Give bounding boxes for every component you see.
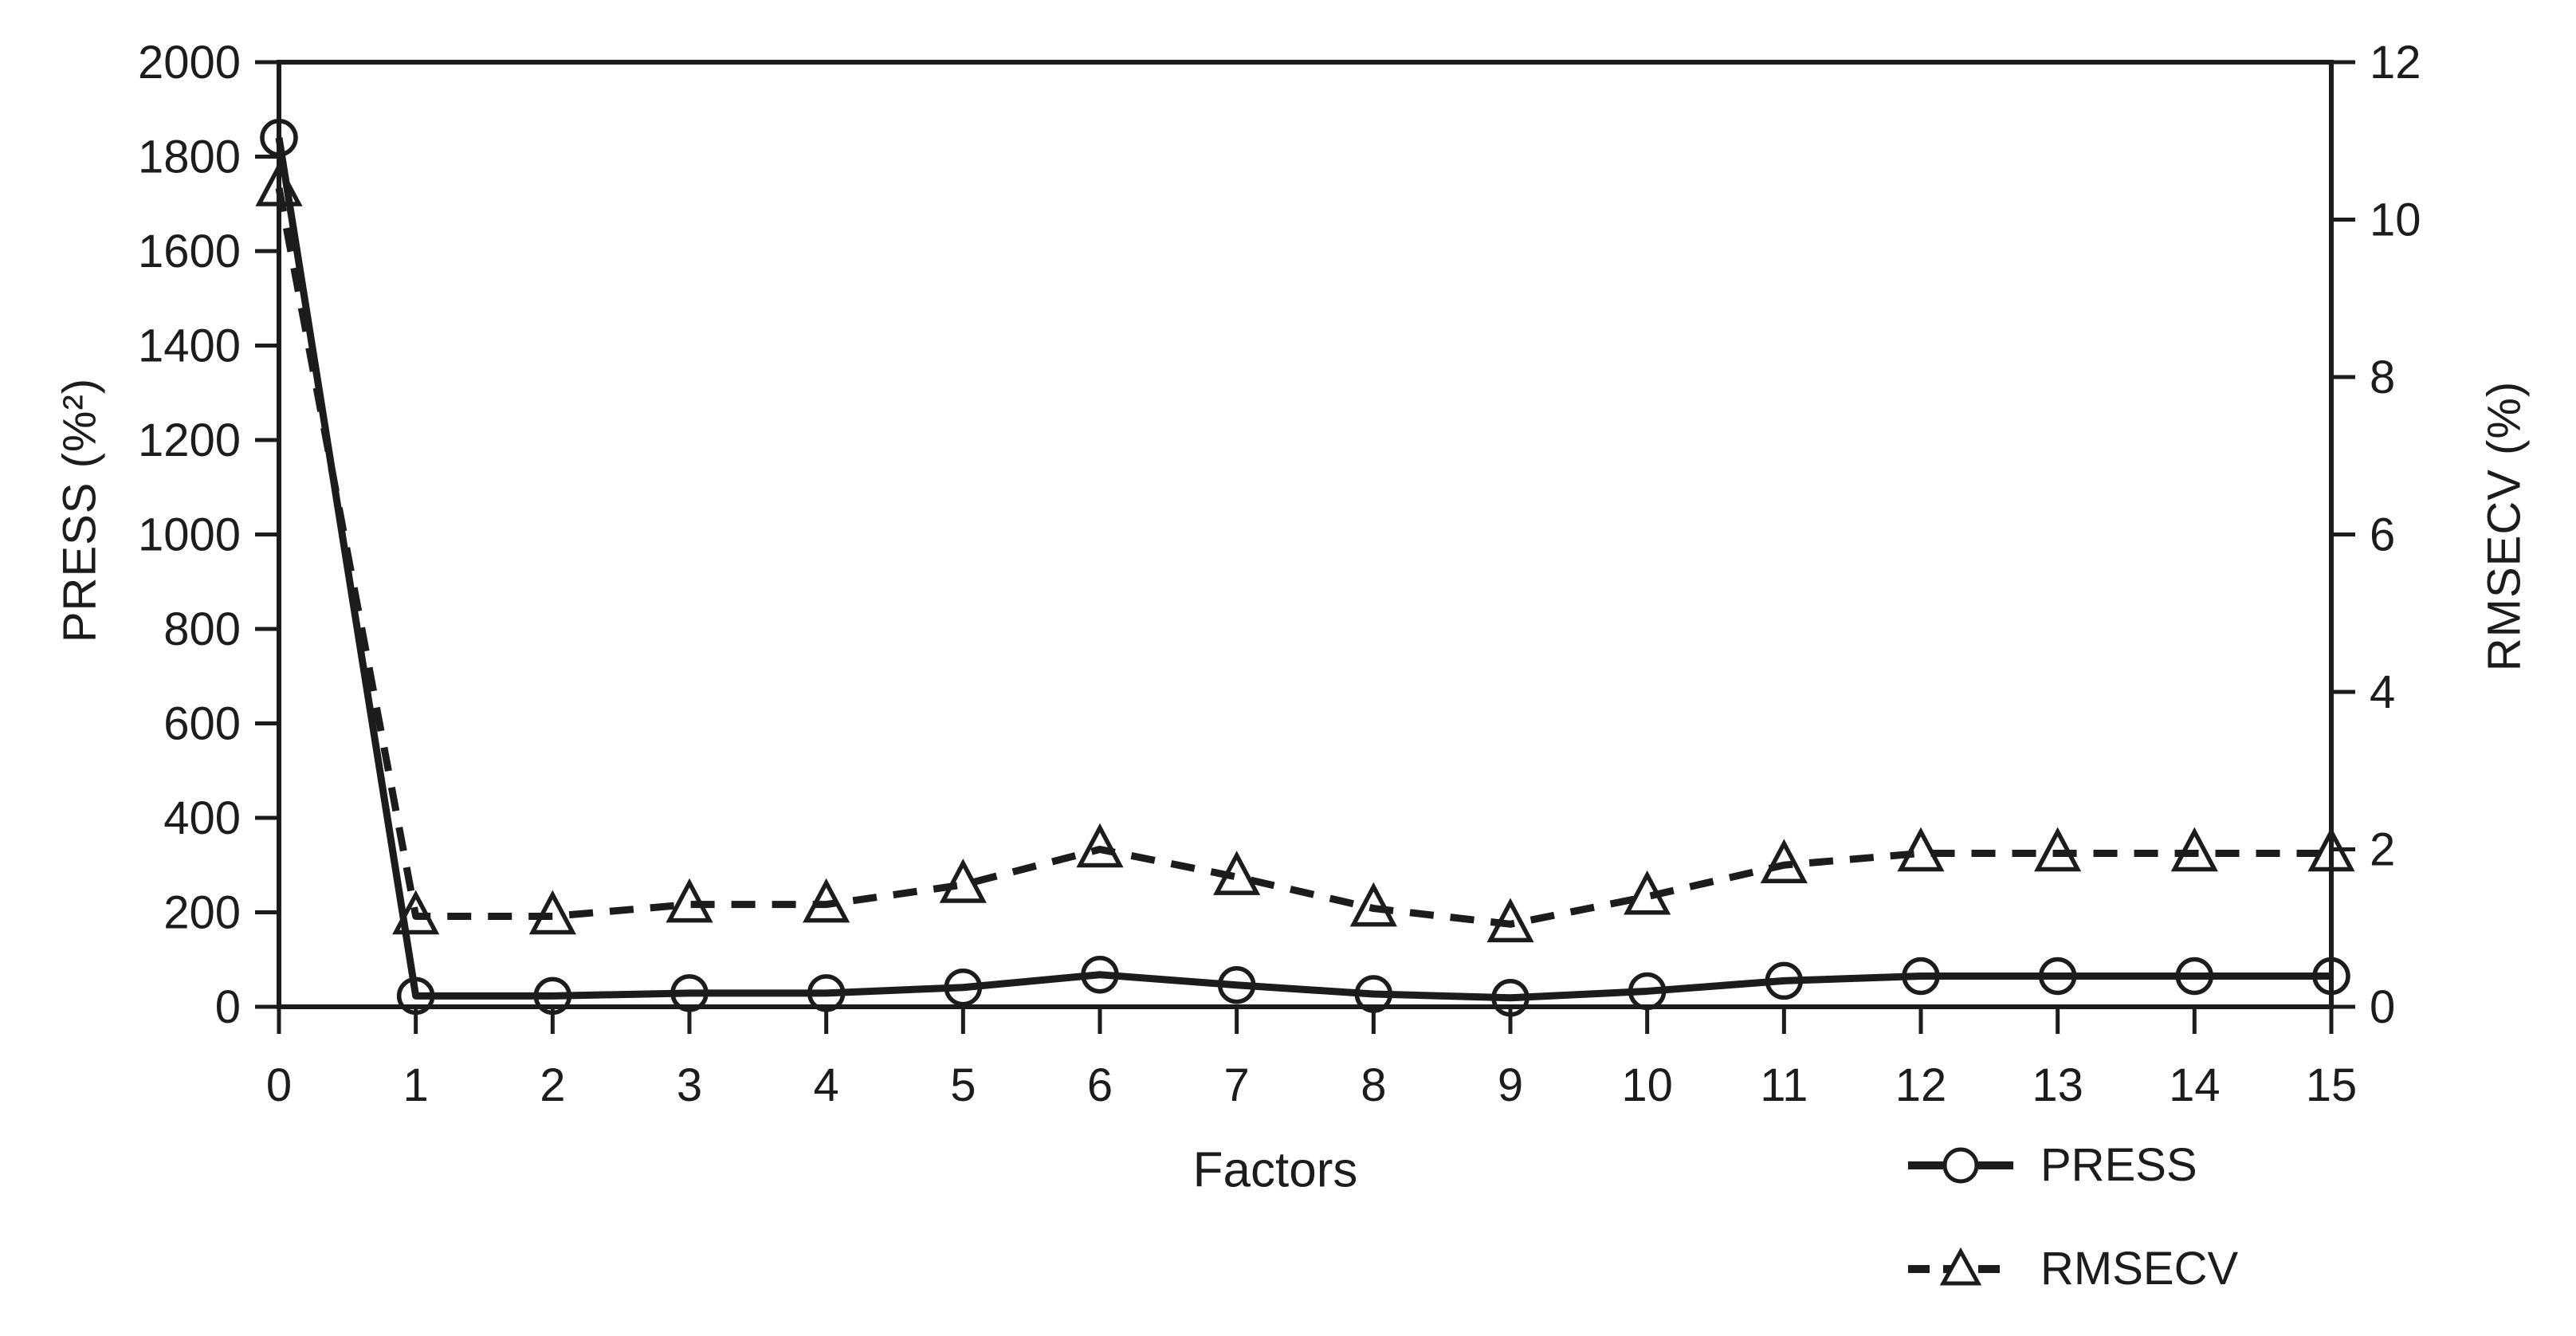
dashed-line-triangle-marker-icon	[1908, 1247, 2013, 1286]
legend-label-press: PRESS	[2040, 1139, 2197, 1191]
y-left-tick-label: 400	[163, 792, 241, 844]
x-tick-label: 11	[1760, 1059, 1808, 1111]
marker-triangle-rmsecv	[1213, 851, 1261, 895]
x-tick-label: 5	[950, 1059, 976, 1111]
x-tick-label: 15	[2306, 1059, 2358, 1111]
marker-circle-press	[396, 976, 435, 1016]
y-left-tick-label: 1400	[138, 320, 241, 372]
x-tick-label: 14	[2169, 1059, 2221, 1111]
legend: PRESS RMSECV	[1905, 1141, 2238, 1293]
y-right-tick-label: 2	[2370, 824, 2395, 876]
marker-triangle-rmsecv	[1349, 882, 1397, 927]
marker-triangle-rmsecv	[255, 162, 303, 206]
marker-triangle-rmsecv	[2034, 827, 2082, 872]
marker-circle-press	[1354, 975, 1393, 1013]
series-line-rmsecv	[275, 187, 2331, 928]
marker-triangle-rmsecv	[1076, 823, 1124, 868]
marker-circle-press	[533, 976, 572, 1016]
legend-item-press: PRESS	[1905, 1141, 2238, 1189]
x-tick-label: 13	[2032, 1059, 2083, 1111]
marker-circle-press	[2312, 957, 2350, 996]
y-right-tick-label: 4	[2370, 666, 2395, 718]
x-tick-label: 8	[1361, 1059, 1386, 1111]
marker-circle-press	[1902, 957, 1940, 996]
x-tick-label: 0	[266, 1059, 292, 1111]
solid-line-circle-marker-icon	[1908, 1147, 2013, 1184]
y-right-tick-label: 10	[2370, 195, 2421, 246]
series-line-press	[275, 137, 2331, 1002]
y-left-tick-label: 200	[163, 887, 241, 939]
y-left-tick-label: 1200	[138, 415, 241, 466]
marker-circle-press	[2038, 957, 2077, 996]
marker-triangle-rmsecv	[392, 890, 440, 935]
marker-triangle-rmsecv	[1897, 827, 1945, 872]
y-left-tick-label: 800	[163, 603, 241, 655]
marker-triangle-rmsecv	[1760, 839, 1808, 883]
x-tick-label: 9	[1498, 1059, 1523, 1111]
marker-circle-press	[670, 974, 709, 1012]
legend-label-rmsecv: RMSECV	[2040, 1243, 2239, 1295]
legend-item-rmsecv: RMSECV	[1905, 1245, 2238, 1293]
marker-circle-press	[1628, 972, 1667, 1011]
x-tick-label: 2	[540, 1059, 565, 1111]
y-right-tick-label: 0	[2370, 981, 2395, 1033]
marker-circle-press	[1217, 965, 1256, 1004]
x-tick-label: 4	[814, 1059, 839, 1111]
x-tick-label: 6	[1087, 1059, 1113, 1111]
y-left-tick-label: 1000	[138, 509, 241, 561]
y-right-tick-label: 8	[2370, 352, 2395, 403]
y-left-tick-label: 600	[163, 698, 241, 750]
x-tick-label: 12	[1895, 1059, 1947, 1111]
marker-circle-press	[1491, 978, 1530, 1017]
marker-circle-press	[2175, 957, 2214, 996]
marker-triangle-rmsecv	[803, 878, 850, 923]
marker-triangle-rmsecv	[2170, 827, 2218, 872]
y-axis-title-right: RMSECV (%)	[2478, 380, 2531, 672]
y-right-tick-label: 6	[2370, 509, 2395, 561]
marker-triangle-rmsecv	[2307, 827, 2355, 872]
marker-circle-press	[807, 974, 846, 1012]
x-tick-label: 1	[403, 1059, 429, 1111]
x-axis-title: Factors	[1192, 1142, 1358, 1198]
marker-circle-press	[1081, 955, 1119, 994]
marker-circle-press	[260, 119, 298, 157]
y-left-tick-label: 1600	[138, 226, 241, 277]
plot-frame	[277, 60, 2334, 1009]
marker-circle-press	[1765, 961, 1804, 1000]
marker-triangle-rmsecv	[1486, 898, 1534, 943]
y-left-tick-label: 2000	[138, 37, 241, 88]
marker-triangle-rmsecv	[666, 878, 713, 923]
x-tick-label: 3	[677, 1059, 702, 1111]
y-left-tick-label: 0	[215, 981, 241, 1033]
marker-triangle-rmsecv	[939, 859, 987, 903]
x-tick-label: 7	[1224, 1059, 1250, 1111]
y-left-tick-label: 1800	[138, 132, 241, 183]
y-axis-title-left: PRESS (%²)	[53, 377, 106, 643]
marker-triangle-rmsecv	[528, 890, 576, 935]
y-right-tick-label: 12	[2370, 37, 2421, 88]
marker-circle-press	[944, 968, 983, 1007]
x-tick-label: 10	[1621, 1059, 1673, 1111]
marker-triangle-rmsecv	[1624, 870, 1671, 915]
